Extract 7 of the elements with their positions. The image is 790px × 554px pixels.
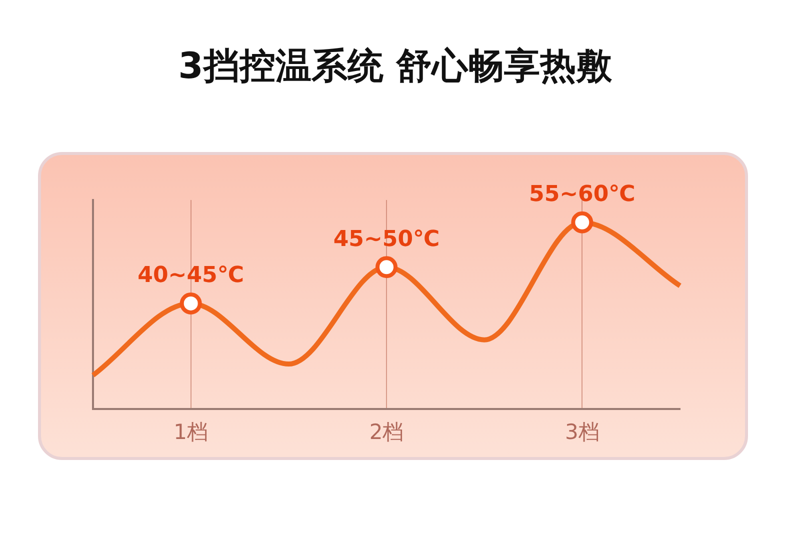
annotation: 55~60℃ [529, 182, 636, 208]
x-tick-label: 1档 [174, 420, 208, 444]
annotation: 40~45℃ [138, 263, 244, 288]
x-tick-label: 3档 [564, 420, 600, 444]
annotation: 45~50℃ [333, 226, 440, 252]
chart-title: 3挡控温系统 舒心畅享热敷 [177, 45, 613, 89]
x-tick-label: 2档 [369, 420, 404, 444]
